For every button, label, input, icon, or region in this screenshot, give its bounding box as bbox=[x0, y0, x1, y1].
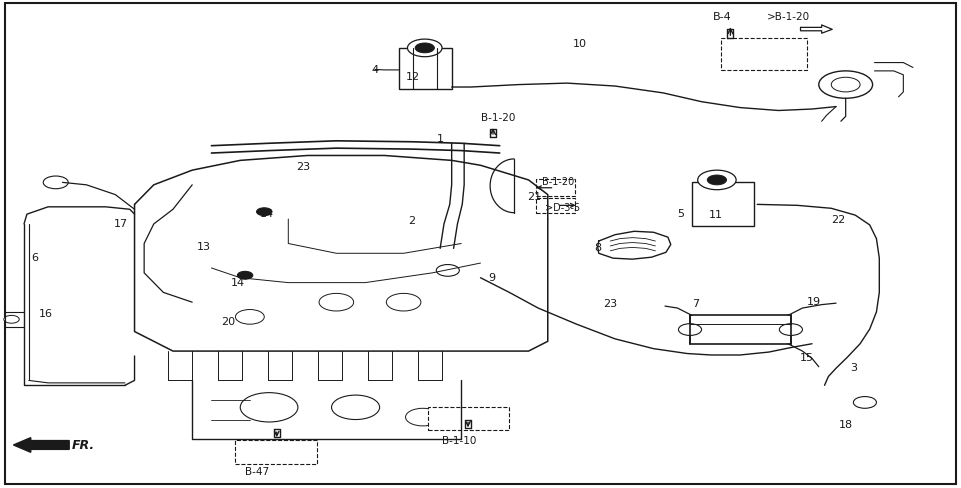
Text: 9: 9 bbox=[488, 272, 495, 282]
Circle shape bbox=[853, 397, 876, 408]
Text: 18: 18 bbox=[839, 420, 853, 429]
Bar bbox=[692, 183, 754, 227]
Circle shape bbox=[332, 395, 380, 420]
Circle shape bbox=[43, 177, 68, 189]
Text: 19: 19 bbox=[807, 297, 822, 306]
Circle shape bbox=[819, 72, 873, 99]
Text: 12: 12 bbox=[406, 72, 420, 82]
Text: 6: 6 bbox=[31, 253, 37, 263]
Text: 5: 5 bbox=[678, 209, 684, 219]
Circle shape bbox=[257, 208, 272, 216]
Circle shape bbox=[678, 324, 702, 336]
Bar bbox=[536, 180, 575, 196]
Text: 21: 21 bbox=[527, 191, 541, 201]
Text: FR.: FR. bbox=[72, 439, 95, 451]
Text: B-1-20: B-1-20 bbox=[480, 113, 515, 123]
Text: 23: 23 bbox=[604, 299, 618, 308]
Text: 3: 3 bbox=[850, 362, 857, 372]
Text: 15: 15 bbox=[800, 352, 814, 362]
Text: 1: 1 bbox=[437, 134, 444, 144]
Text: 8: 8 bbox=[594, 243, 601, 253]
Circle shape bbox=[4, 316, 19, 324]
Circle shape bbox=[698, 171, 736, 190]
Circle shape bbox=[407, 40, 442, 58]
Circle shape bbox=[831, 78, 860, 93]
Text: B-47: B-47 bbox=[245, 466, 269, 476]
Circle shape bbox=[237, 272, 253, 280]
Text: 14: 14 bbox=[259, 209, 274, 219]
Text: 20: 20 bbox=[221, 316, 235, 326]
Text: 10: 10 bbox=[573, 39, 587, 49]
Bar bbox=[690, 316, 791, 344]
Circle shape bbox=[386, 294, 421, 311]
Text: B-1-10: B-1-10 bbox=[442, 435, 477, 445]
Text: 16: 16 bbox=[38, 308, 53, 318]
Text: B-4: B-4 bbox=[713, 12, 732, 21]
Bar bbox=[428, 407, 509, 430]
Text: 14: 14 bbox=[231, 277, 245, 287]
Circle shape bbox=[415, 44, 434, 54]
Circle shape bbox=[235, 310, 264, 325]
Circle shape bbox=[240, 393, 298, 422]
Text: 4: 4 bbox=[372, 65, 379, 75]
Text: >D-3-5: >D-3-5 bbox=[545, 203, 580, 213]
Text: B-1-20: B-1-20 bbox=[542, 177, 575, 186]
Circle shape bbox=[406, 408, 440, 426]
Bar bbox=[536, 198, 575, 214]
Text: >B-1-20: >B-1-20 bbox=[767, 12, 810, 21]
Circle shape bbox=[707, 176, 727, 185]
Bar bbox=[399, 49, 452, 90]
Text: 11: 11 bbox=[709, 210, 724, 220]
Text: 23: 23 bbox=[296, 162, 310, 172]
Text: 7: 7 bbox=[692, 299, 699, 308]
Bar bbox=[721, 39, 807, 71]
Circle shape bbox=[319, 294, 354, 311]
Text: 17: 17 bbox=[113, 219, 128, 228]
Circle shape bbox=[436, 265, 459, 277]
Bar bbox=[235, 440, 317, 464]
Text: 22: 22 bbox=[831, 215, 846, 224]
Text: 13: 13 bbox=[197, 242, 211, 251]
Text: 2: 2 bbox=[408, 216, 415, 225]
FancyArrow shape bbox=[13, 438, 69, 452]
Circle shape bbox=[779, 324, 802, 336]
